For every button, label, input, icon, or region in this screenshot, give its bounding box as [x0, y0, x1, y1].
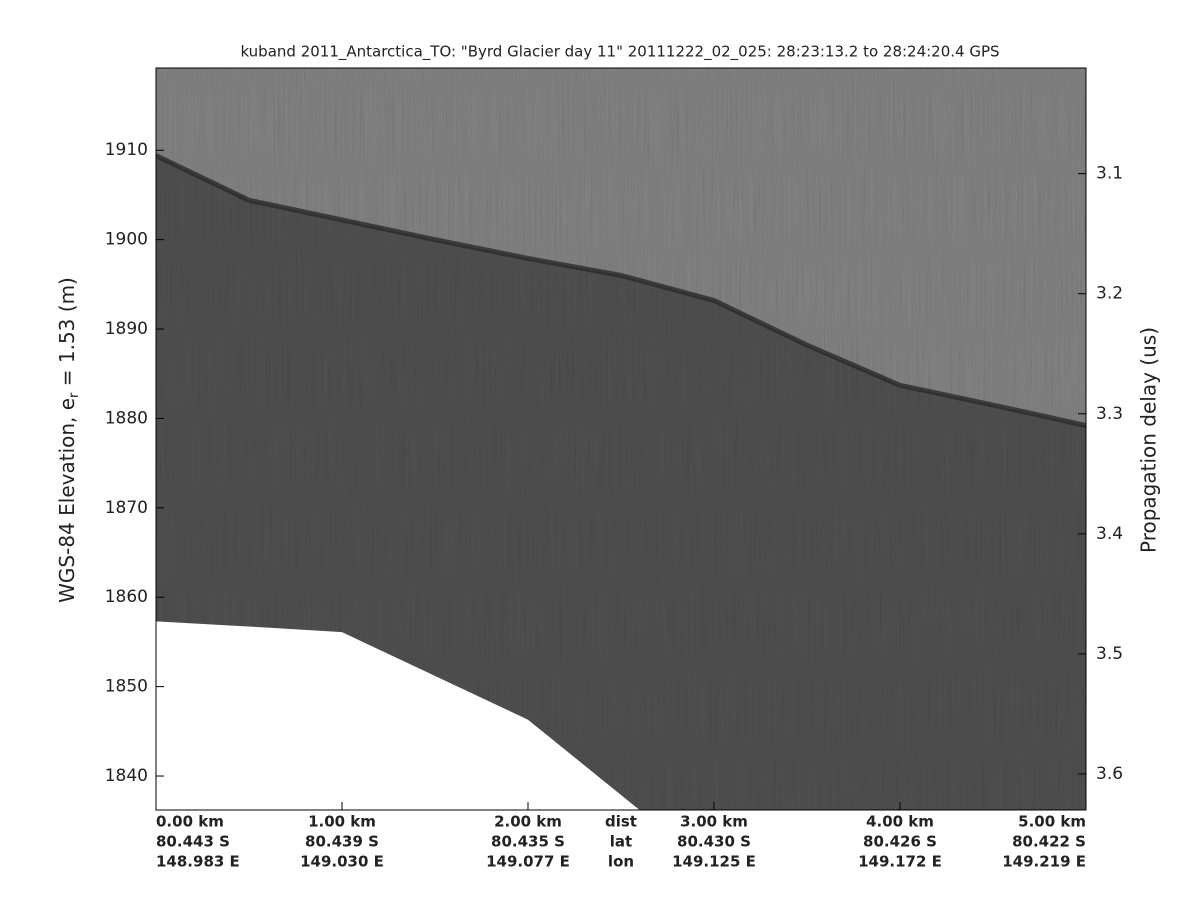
x-tick-lon: 149.172 E: [858, 853, 942, 871]
y-tick-label: 1870: [105, 498, 148, 518]
y-axis-label-sub: r: [67, 392, 82, 398]
x-tick-label: 5.00 km: [1018, 813, 1086, 831]
plot-area: [156, 68, 1086, 810]
x-tick-lon: 149.077 E: [486, 853, 570, 871]
x-row-label: dist: [605, 813, 637, 831]
x-row-label: lon: [608, 853, 634, 871]
y2-tick-label: 3.1: [1096, 164, 1123, 184]
y-tick-label: 1910: [105, 140, 148, 160]
x-row-label: lat: [610, 833, 632, 851]
x-tick-label: 4.00 km: [866, 813, 934, 831]
x-tick-label: 0.00 km: [156, 813, 224, 831]
x-tick-lat: 80.435 S: [491, 833, 565, 851]
y-tick-label: 1860: [105, 587, 148, 607]
y-axis-label-part: WGS-84 Elevation, e: [55, 398, 79, 603]
y2-tick-label: 3.3: [1096, 404, 1123, 424]
y-axis-label-part: = 1.53 (m): [55, 277, 79, 392]
x-tick-lon: 149.125 E: [672, 853, 756, 871]
y2-tick-label: 3.4: [1096, 524, 1123, 544]
x-tick-lat: 80.430 S: [677, 833, 751, 851]
x-tick-label: 1.00 km: [308, 813, 376, 831]
x-tick-label: 2.00 km: [494, 813, 562, 831]
y-tick-label: 1850: [105, 677, 148, 697]
y2-axis-label: Propagation delay (us): [1137, 327, 1161, 553]
y2-tick-label: 3.6: [1096, 764, 1123, 784]
y-tick-label: 1900: [105, 230, 148, 250]
plot-frame: [155, 67, 1087, 811]
x-tick-lat: 80.439 S: [305, 833, 379, 851]
x-tick-lon: 149.219 E: [1002, 853, 1086, 871]
surface-line: [156, 153, 1086, 429]
y-tick-label: 1840: [105, 766, 148, 786]
x-tick-lon: 149.030 E: [300, 853, 384, 871]
x-tick-lat: 80.422 S: [1012, 833, 1086, 851]
y2-tick-label: 3.5: [1096, 644, 1123, 664]
y2-tick-label: 3.2: [1096, 284, 1123, 304]
x-tick-lon: 148.983 E: [156, 853, 240, 871]
x-tick-lat: 80.426 S: [863, 833, 937, 851]
overlay: 1840 1850 1860 1870 1880 1890 1900 1910 3.1 3.2 3.…: [105, 140, 1123, 870]
x-tick-label: 3.00 km: [680, 813, 748, 831]
y-tick-label: 1890: [105, 319, 148, 339]
x-tick-lat: 80.443 S: [156, 833, 230, 851]
y-axis-label: WGS-84 Elevation, er = 1.53 (m): [55, 277, 82, 603]
y-tick-label: 1880: [105, 408, 148, 428]
chart-title: kuband 2011_Antarctica_TO: "Byrd Glacier…: [240, 43, 999, 62]
no-data-region: [156, 621, 640, 810]
